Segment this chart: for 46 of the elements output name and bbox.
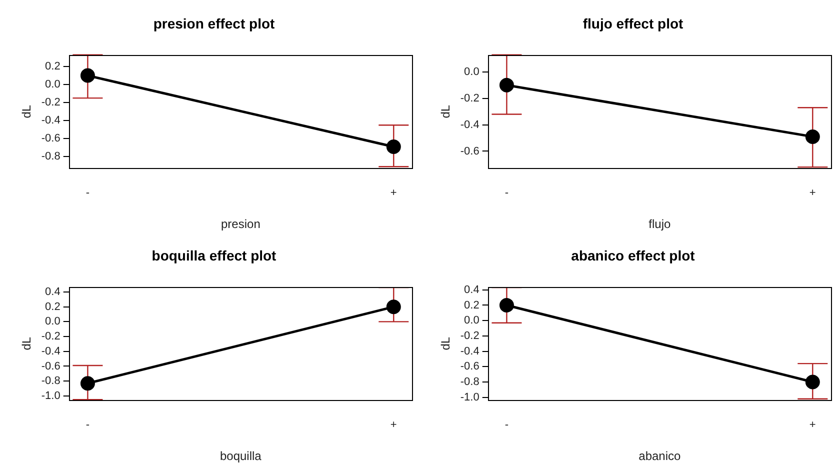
y-tick-label: -0.2 — [41, 96, 60, 109]
x-tick-label: - — [86, 187, 90, 200]
x-tick-label: + — [809, 187, 816, 200]
y-axis-title: dL — [438, 336, 453, 350]
y-tick-label: -1.0 — [460, 391, 480, 404]
y-tick-label: -0.6 — [41, 132, 60, 145]
x-tick-label: - — [86, 419, 90, 432]
y-tick-label: 0.4 — [464, 284, 480, 296]
y-tick-label: -0.6 — [460, 145, 480, 158]
y-tick-label: 0.0 — [464, 66, 480, 78]
y-tick-label: 0.4 — [45, 286, 60, 298]
y-tick-label: -0.6 — [460, 360, 480, 373]
y-tick-label: -0.2 — [41, 330, 60, 343]
y-tick-label: -0.4 — [460, 118, 480, 131]
y-tick-label: -0.2 — [460, 330, 480, 342]
y-tick-label: -0.8 — [41, 375, 60, 388]
y-tick-label: 0.2 — [464, 299, 480, 312]
y-tick-label: -0.4 — [41, 114, 60, 127]
y-axis-title: dL — [20, 336, 34, 350]
chart-title: boquilla effect plot — [152, 247, 277, 264]
x-axis-title: abanico — [638, 449, 682, 464]
y-tick-label: 0.0 — [45, 316, 60, 328]
x-tick-label: + — [809, 419, 816, 432]
x-tick-label: - — [504, 187, 509, 200]
y-tick-label: -0.8 — [460, 376, 480, 388]
x-axis-title: presion — [221, 217, 260, 232]
chart-title: abanico effect plot — [571, 247, 696, 264]
y-tick-label: -1.0 — [41, 390, 60, 402]
y-tick-label: 0.0 — [45, 78, 60, 91]
y-tick-label: -0.8 — [41, 150, 60, 163]
y-axis-title: dL — [438, 104, 453, 118]
y-tick-label: -0.4 — [41, 345, 60, 358]
y-tick-label: -0.4 — [460, 345, 480, 358]
y-tick-label: 0.2 — [45, 60, 60, 73]
x-axis-title: flujo — [648, 217, 672, 232]
y-tick-label: 0.2 — [45, 300, 60, 313]
chart-title: presion effect plot — [153, 15, 276, 32]
x-tick-label: + — [390, 187, 397, 200]
x-tick-label: - — [504, 419, 509, 432]
chart-title: flujo effect plot — [582, 15, 684, 32]
y-tick-label: -0.2 — [460, 92, 480, 104]
x-tick-label: + — [390, 419, 397, 432]
y-tick-label: -0.6 — [41, 360, 60, 372]
y-tick-label: 0.0 — [464, 314, 480, 327]
y-axis-title: dL — [20, 104, 34, 118]
x-axis-title: boquilla — [220, 449, 262, 464]
